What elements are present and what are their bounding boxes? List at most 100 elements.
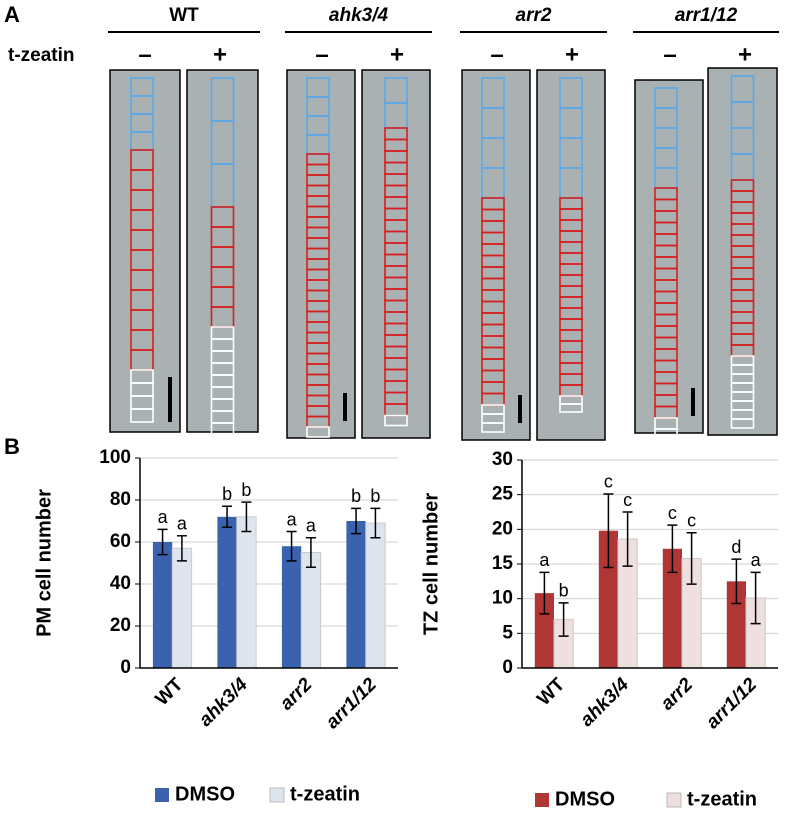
legend-swatch <box>155 788 169 802</box>
error-bar <box>539 571 550 615</box>
bar <box>281 546 302 668</box>
cell-outline <box>559 403 583 413</box>
bar <box>236 516 257 669</box>
error-bar <box>286 530 297 562</box>
error-bar <box>686 532 697 585</box>
panel-label: B <box>4 434 20 459</box>
y-tick-label: 40 <box>110 573 131 594</box>
bar <box>152 542 173 668</box>
legend-swatch <box>269 787 285 803</box>
treatment-label: + <box>565 41 579 68</box>
micrograph <box>536 69 606 441</box>
legend-label: DMSO <box>555 788 615 810</box>
error-bar <box>351 507 362 535</box>
bar <box>534 593 554 668</box>
error-bar <box>558 602 569 637</box>
y-tick-label: 20 <box>110 615 131 636</box>
significance-label: a <box>539 550 550 570</box>
y-tick-label: 25 <box>492 484 514 505</box>
bar <box>171 547 193 669</box>
bar <box>346 521 366 668</box>
treatment-label: + <box>738 41 752 68</box>
scale-bar <box>691 388 695 416</box>
y-tick-label: 5 <box>502 622 513 643</box>
cell-outline <box>384 414 408 427</box>
significance-label: a <box>751 550 762 570</box>
cell-outline <box>210 422 235 436</box>
x-tick-label: ahk3/4 <box>576 674 633 731</box>
error-bar <box>731 558 742 605</box>
bar <box>598 530 618 668</box>
scale-bar <box>518 395 522 423</box>
bar <box>300 552 322 669</box>
x-tick-label: WT <box>533 674 569 710</box>
cell-outline <box>730 418 755 429</box>
x-tick-label: ahk3/4 <box>195 674 252 731</box>
x-tick-label: arr1/12 <box>322 674 381 733</box>
panel-label: A <box>4 2 20 27</box>
legend-label: t-zeatin <box>290 783 360 805</box>
micrograph <box>707 67 778 436</box>
y-tick-label: 0 <box>120 657 131 678</box>
significance-label: a <box>287 509 298 529</box>
significance-label: c <box>623 490 632 510</box>
significance-label: d <box>731 537 741 557</box>
cell-outline <box>654 439 678 452</box>
error-bar <box>222 505 233 529</box>
treatment-label: – <box>138 41 151 68</box>
significance-label: c <box>687 511 696 531</box>
y-tick-label: 15 <box>492 553 514 574</box>
significance-label: a <box>177 513 188 533</box>
error-bar <box>750 571 761 625</box>
cell-outline <box>481 422 505 433</box>
y-tick-label: 30 <box>492 449 513 470</box>
significance-label: b <box>351 486 361 506</box>
legend-swatch <box>535 793 549 807</box>
legend-swatch <box>666 792 682 808</box>
x-tick-label: arr2 <box>276 674 317 715</box>
scale-bar <box>168 377 172 422</box>
y-tick-label: 10 <box>492 588 513 609</box>
significance-label: b <box>222 484 232 504</box>
y-axis-label: TZ cell number <box>420 493 442 635</box>
legend-label: t-zeatin <box>687 788 757 810</box>
significance-label: c <box>668 503 677 523</box>
y-axis-label: PM cell number <box>33 489 55 637</box>
error-bar <box>667 524 678 574</box>
significance-label: a <box>306 516 317 536</box>
treatment-label: – <box>315 41 328 68</box>
error-bar <box>622 511 633 567</box>
error-bar <box>176 534 187 562</box>
micrograph <box>109 69 181 433</box>
significance-label: b <box>370 486 380 506</box>
x-tick-label: arr2 <box>657 674 698 715</box>
y-tick-label: 20 <box>492 518 513 539</box>
treatment-label: – <box>490 41 503 68</box>
error-bar <box>603 493 614 569</box>
bar <box>365 522 386 669</box>
y-tick-label: 100 <box>99 447 131 468</box>
cell-outline <box>130 408 154 423</box>
row-label: t-zeatin <box>8 45 75 66</box>
treatment-label: – <box>663 41 676 68</box>
micrograph <box>286 69 356 439</box>
significance-label: a <box>158 507 169 527</box>
error-bar <box>305 537 316 568</box>
x-tick-label: arr1/12 <box>702 674 761 733</box>
cell-outline <box>306 426 330 438</box>
treatment-label: + <box>390 41 404 68</box>
error-bar <box>241 501 252 533</box>
scale-bar <box>343 393 347 421</box>
genotype-label: ahk3/4 <box>329 5 389 26</box>
y-tick-label: 80 <box>110 489 131 510</box>
bar <box>217 516 237 668</box>
x-tick-label: WT <box>152 674 188 710</box>
bar <box>662 548 682 668</box>
genotype-label: arr1/12 <box>675 5 738 26</box>
y-tick-label: 0 <box>502 657 513 678</box>
error-bar <box>370 507 381 539</box>
legend-label: DMSO <box>175 783 235 805</box>
error-bar <box>157 528 168 556</box>
genotype-label: WT <box>169 5 199 26</box>
